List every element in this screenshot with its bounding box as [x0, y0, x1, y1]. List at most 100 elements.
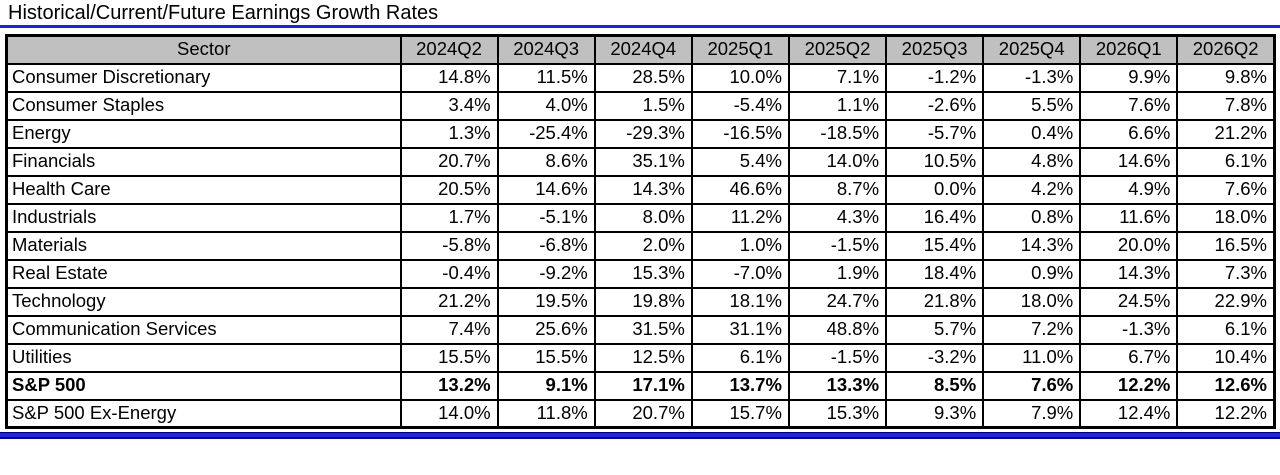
sector-cell: S&P 500 Ex-Energy	[5, 398, 402, 429]
value-cell: 6.7%	[1079, 342, 1179, 373]
value-cell: 12.4%	[1079, 398, 1179, 429]
value-cell: 16.5%	[1176, 230, 1276, 261]
value-cell: -3.2%	[885, 342, 985, 373]
value-cell: 11.0%	[982, 342, 1082, 373]
value-cell: 11.2%	[690, 202, 790, 233]
value-cell: 0.8%	[982, 202, 1082, 233]
table-row: S&P 500 Ex-Energy 14.0% 11.8% 20.7% 15.7% 15.…	[5, 398, 1276, 429]
sector-column-header: Sector	[5, 34, 402, 65]
value-cell: -1.3%	[982, 62, 1082, 93]
value-cell: 10.5%	[885, 146, 985, 177]
value-cell: 0.0%	[885, 174, 985, 205]
value-cell: 1.5%	[593, 90, 693, 121]
value-cell: 21.2%	[399, 286, 499, 317]
value-cell: 4.0%	[496, 90, 596, 121]
value-cell: 15.7%	[690, 398, 790, 429]
value-cell: 14.0%	[399, 398, 499, 429]
value-cell: 24.5%	[1079, 286, 1179, 317]
value-cell: 7.9%	[982, 398, 1082, 429]
quarter-column-header: 2026Q1	[1079, 34, 1179, 65]
sector-cell: Materials	[5, 230, 402, 261]
value-cell: 6.6%	[1079, 118, 1179, 149]
value-cell: -0.4%	[399, 258, 499, 289]
value-cell: -29.3%	[593, 118, 693, 149]
value-cell: 48.8%	[787, 314, 888, 345]
value-cell: 7.6%	[1079, 90, 1179, 121]
quarter-column-header: 2026Q2	[1176, 34, 1276, 65]
table-body: Consumer Discretionary 14.8% 11.5% 28.5% 10.…	[5, 62, 1276, 429]
value-cell: 13.2%	[399, 370, 499, 401]
value-cell: 6.1%	[1176, 314, 1276, 345]
value-cell: -1.5%	[787, 230, 888, 261]
value-cell: 14.3%	[982, 230, 1082, 261]
value-cell: 0.4%	[982, 118, 1082, 149]
bottom-divider-rule	[0, 432, 1280, 439]
value-cell: 1.1%	[787, 90, 888, 121]
value-cell: 18.1%	[690, 286, 790, 317]
quarter-column-header: 2025Q3	[885, 34, 985, 65]
quarter-column-header: 2025Q1	[690, 34, 790, 65]
value-cell: 1.0%	[690, 230, 790, 261]
value-cell: 20.5%	[399, 174, 499, 205]
quarter-column-header: 2024Q4	[593, 34, 693, 65]
value-cell: 10.0%	[690, 62, 790, 93]
sector-cell: Real Estate	[5, 258, 402, 289]
value-cell: 21.2%	[1176, 118, 1276, 149]
value-cell: 8.5%	[885, 370, 985, 401]
value-cell: 13.3%	[787, 370, 888, 401]
page-title: Historical/Current/Future Earnings Growt…	[8, 2, 439, 24]
value-cell: 18.0%	[982, 286, 1082, 317]
value-cell: 15.5%	[496, 342, 596, 373]
value-cell: -5.8%	[399, 230, 499, 261]
value-cell: 6.1%	[690, 342, 790, 373]
value-cell: 1.7%	[399, 202, 499, 233]
value-cell: 0.9%	[982, 258, 1082, 289]
value-cell: 14.8%	[399, 62, 499, 93]
value-cell: 9.8%	[1176, 62, 1276, 93]
value-cell: 22.9%	[1176, 286, 1276, 317]
value-cell: 6.1%	[1176, 146, 1276, 177]
value-cell: 24.7%	[787, 286, 888, 317]
sector-cell: Financials	[5, 146, 402, 177]
value-cell: -1.3%	[1079, 314, 1179, 345]
value-cell: 15.4%	[885, 230, 985, 261]
value-cell: 5.5%	[982, 90, 1082, 121]
value-cell: 11.8%	[496, 398, 596, 429]
value-cell: 5.4%	[690, 146, 790, 177]
value-cell: 20.7%	[399, 146, 499, 177]
value-cell: 2.0%	[593, 230, 693, 261]
sector-cell: Utilities	[5, 342, 402, 373]
earnings-growth-table: Sector 2024Q2 2024Q3 2024Q4 2025Q1 2025Q2 2025…	[5, 34, 1276, 429]
value-cell: -9.2%	[496, 258, 596, 289]
value-cell: 8.0%	[593, 202, 693, 233]
table-row: Industrials 1.7% -5.1% 8.0% 11.2% 4.3% 16.4% 0.…	[5, 202, 1276, 233]
value-cell: 14.0%	[787, 146, 888, 177]
value-cell: -16.5%	[690, 118, 790, 149]
value-cell: 12.2%	[1176, 398, 1276, 429]
value-cell: 15.3%	[787, 398, 888, 429]
value-cell: 9.9%	[1079, 62, 1179, 93]
value-cell: 14.6%	[1079, 146, 1179, 177]
value-cell: 1.3%	[399, 118, 499, 149]
value-cell: 7.4%	[399, 314, 499, 345]
table-row: S&P 500 13.2% 9.1% 17.1% 13.7% 13.3% 8.5% 7.6% 1…	[5, 370, 1276, 401]
sector-cell: Industrials	[5, 202, 402, 233]
table-row: Real Estate -0.4% -9.2% 15.3% -7.0% 1.9% 18.4%…	[5, 258, 1276, 289]
value-cell: 16.4%	[885, 202, 985, 233]
value-cell: 11.6%	[1079, 202, 1179, 233]
table-row: Communication Services 7.4% 25.6% 31.5% 31.1…	[5, 314, 1276, 345]
quarter-column-header: 2025Q4	[982, 34, 1082, 65]
value-cell: -2.6%	[885, 90, 985, 121]
value-cell: -25.4%	[496, 118, 596, 149]
value-cell: -6.8%	[496, 230, 596, 261]
value-cell: 13.7%	[690, 370, 790, 401]
value-cell: 14.6%	[496, 174, 596, 205]
value-cell: 9.3%	[885, 398, 985, 429]
value-cell: 12.2%	[1079, 370, 1179, 401]
value-cell: -1.2%	[885, 62, 985, 93]
sector-cell: Communication Services	[5, 314, 402, 345]
value-cell: 19.8%	[593, 286, 693, 317]
value-cell: 10.4%	[1176, 342, 1276, 373]
sector-cell: Health Care	[5, 174, 402, 205]
value-cell: 4.9%	[1079, 174, 1179, 205]
